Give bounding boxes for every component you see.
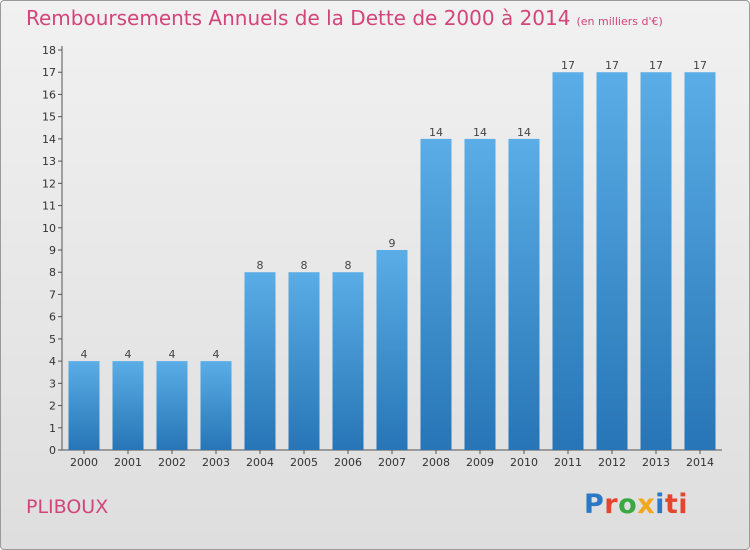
y-tick-label: 15: [42, 111, 56, 124]
commune-name: PLIBOUX: [26, 496, 109, 518]
bar-2002: [156, 361, 188, 450]
x-tick-label-2006: 2006: [334, 456, 362, 469]
x-tick-label-2003: 2003: [202, 456, 230, 469]
x-tick-label-2005: 2005: [290, 456, 318, 469]
y-tick-label: 0: [49, 444, 56, 457]
bar-2013: [640, 72, 672, 450]
x-tick-label-2000: 2000: [70, 456, 98, 469]
bar-2007: [376, 250, 408, 450]
data-label-2010: 14: [517, 126, 531, 139]
data-label-2013: 17: [649, 59, 663, 72]
y-tick-label: 18: [42, 44, 56, 57]
bar-2010: [508, 138, 540, 450]
y-tick-label: 5: [49, 333, 56, 346]
x-tick-label-2014: 2014: [686, 456, 714, 469]
y-tick-label: 4: [49, 355, 56, 368]
y-tick-label: 9: [49, 244, 56, 257]
x-tick-label-2001: 2001: [114, 456, 142, 469]
y-tick-label: 2: [49, 400, 56, 413]
data-label-2007: 9: [389, 237, 396, 250]
bar-2009: [464, 138, 496, 450]
bar-2005: [288, 272, 320, 450]
x-tick-label-2010: 2010: [510, 456, 538, 469]
y-tick-label: 13: [42, 155, 56, 168]
data-label-2012: 17: [605, 59, 619, 72]
bar-2011: [552, 72, 584, 450]
data-label-2006: 8: [345, 259, 352, 272]
data-label-2003: 4: [213, 348, 220, 361]
y-tick-label: 8: [49, 266, 56, 279]
y-tick-label: 3: [49, 377, 56, 390]
chart-title: Remboursements Annuels de la Dette de 20…: [26, 6, 663, 30]
data-label-2001: 4: [125, 348, 132, 361]
y-tick-label: 12: [42, 177, 56, 190]
bar-2014: [684, 72, 716, 450]
data-label-2004: 8: [257, 259, 264, 272]
data-label-2009: 14: [473, 126, 487, 139]
x-tick-label-2012: 2012: [598, 456, 626, 469]
y-tick-label: 6: [49, 311, 56, 324]
bar-2006: [332, 272, 364, 450]
data-label-2008: 14: [429, 126, 443, 139]
y-tick-label: 14: [42, 133, 56, 146]
bar-2008: [420, 138, 452, 450]
y-tick-label: 17: [42, 66, 56, 79]
data-label-2014: 17: [693, 59, 707, 72]
x-tick-label-2002: 2002: [158, 456, 186, 469]
y-tick-label: 10: [42, 222, 56, 235]
bar-2000: [68, 361, 100, 450]
data-label-2002: 4: [169, 348, 176, 361]
chart-unit: (en milliers d'€): [576, 15, 663, 28]
bar-2001: [112, 361, 144, 450]
chart-title-text: Remboursements Annuels de la Dette de 20…: [26, 6, 571, 30]
x-tick-label-2009: 2009: [466, 456, 494, 469]
y-tick-label: 16: [42, 88, 56, 101]
bar-2012: [596, 72, 628, 450]
y-tick-label: 1: [49, 422, 56, 435]
data-label-2011: 17: [561, 59, 575, 72]
bar-2003: [200, 361, 232, 450]
x-tick-label-2011: 2011: [554, 456, 582, 469]
y-tick-label: 11: [42, 200, 56, 213]
x-tick-label-2004: 2004: [246, 456, 274, 469]
x-tick-label-2007: 2007: [378, 456, 406, 469]
bar-2004: [244, 272, 276, 450]
data-label-2005: 8: [301, 259, 308, 272]
y-tick-label: 7: [49, 288, 56, 301]
data-label-2000: 4: [81, 348, 88, 361]
proxiti-logo[interactable]: Proxiti: [584, 489, 689, 520]
x-tick-label-2013: 2013: [642, 456, 670, 469]
x-tick-label-2008: 2008: [422, 456, 450, 469]
